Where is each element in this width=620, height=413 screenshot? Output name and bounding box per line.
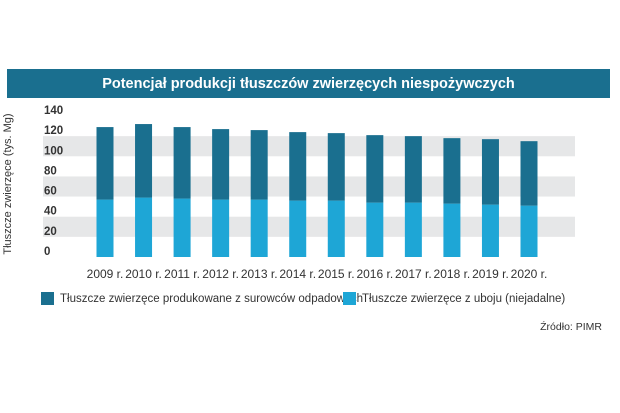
legend-item-slaughter: Tłuszcze zwierzęce z uboju (niejadalne) [343, 292, 565, 305]
x-tick-label: 2017 r. [395, 267, 432, 281]
x-tick-label: 2014 r. [279, 267, 316, 281]
chart-title-bar: Potencjał produkcji tłuszczów zwierzęcyc… [7, 69, 610, 98]
x-tick-label: 2010 r. [125, 267, 162, 281]
bar-waste [443, 138, 461, 204]
bar-waste [250, 130, 268, 200]
legend-swatch-waste [41, 292, 54, 305]
bar-slaughter [481, 204, 499, 257]
x-tick-label: 2020 r. [511, 267, 548, 281]
y-tick-label: 80 [44, 165, 57, 177]
bar-waste [366, 135, 384, 203]
legend-item-waste: Tłuszcze zwierzęce produkowane z surowcó… [41, 292, 363, 305]
bar-slaughter [520, 205, 538, 257]
bar-waste [289, 132, 307, 201]
x-tick-label: 2012 r. [202, 267, 239, 281]
bar-slaughter [250, 199, 268, 257]
y-tick-label: 120 [44, 125, 63, 137]
bar-waste [327, 133, 345, 201]
y-tick-label: 140 [44, 105, 63, 117]
legend-label-slaughter: Tłuszcze zwierzęce z uboju (niejadalne) [362, 292, 566, 305]
bar-slaughter [212, 199, 230, 257]
source-note: Źródło: PIMR [540, 321, 602, 333]
bar-slaughter [327, 200, 345, 257]
bar-slaughter [173, 198, 191, 257]
x-tick-label: 2015 r. [318, 267, 355, 281]
x-tick-label: 2016 r. [356, 267, 393, 281]
legend-label-waste: Tłuszcze zwierzęce produkowane z surowcó… [60, 292, 363, 305]
y-tick-label: 0 [44, 246, 50, 258]
bar-slaughter [366, 202, 384, 257]
bar-slaughter [96, 199, 114, 257]
x-tick-label: 2011 r. [164, 267, 200, 281]
y-tick-label: 20 [44, 226, 57, 238]
bar-slaughter [443, 203, 461, 257]
bar-waste [96, 127, 114, 200]
y-tick-label: 60 [44, 186, 57, 198]
x-tick-label: 2009 r. [87, 267, 124, 281]
x-tick-label: 2019 r. [472, 267, 509, 281]
legend-swatch-slaughter [343, 292, 356, 305]
y-tick-label: 100 [44, 145, 63, 157]
bar-waste [520, 141, 538, 206]
bar-waste [212, 129, 230, 200]
bar-slaughter [289, 200, 307, 257]
y-tick-label: 40 [44, 206, 57, 218]
bar-waste [173, 127, 191, 199]
bar-waste [404, 136, 422, 203]
bar-slaughter [404, 202, 422, 257]
bar-waste [135, 124, 153, 198]
x-tick-label: 2013 r. [241, 267, 278, 281]
bar-waste [481, 139, 499, 205]
x-tick-label: 2018 r. [434, 267, 471, 281]
bar-slaughter [135, 197, 153, 257]
chart-title: Potencjał produkcji tłuszczów zwierzęcyc… [102, 75, 515, 92]
